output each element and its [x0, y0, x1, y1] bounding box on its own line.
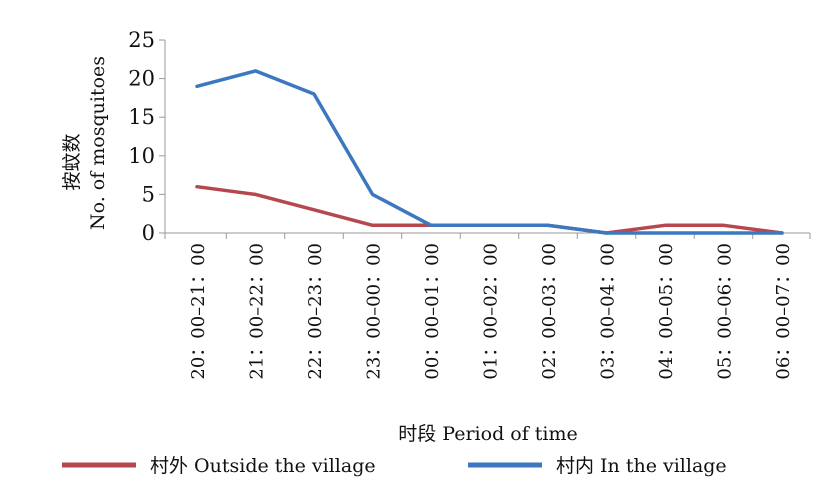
legend-label-1: 村内 In the village [556, 455, 727, 477]
axes [164, 40, 810, 234]
y-tick-label: 15 [128, 105, 155, 129]
legend: 村外 Outside the village 村内 In the village [62, 455, 727, 477]
series-lines [195, 69, 784, 235]
y-axis-label-cn: 按蚊数 [61, 133, 83, 190]
y-ticks: 0 5 10 15 20 25 [128, 28, 165, 245]
x-tick-label: 21：00–22：00 [247, 243, 268, 380]
x-tick-label: 01：00–02：00 [481, 243, 502, 380]
y-tick-label: 0 [142, 221, 155, 245]
y-tick-label: 20 [128, 67, 155, 91]
y-tick-label: 5 [142, 182, 155, 206]
x-tick-label: 06：00–07：00 [773, 243, 794, 380]
y-axis-label-en: No. of mosquitoes [87, 56, 109, 230]
x-tick-label: 23：00–00：00 [364, 243, 385, 380]
x-axis-label: 时段 Period of time [398, 423, 578, 445]
x-tick-label: 00：00–01：00 [422, 243, 443, 380]
x-tick-label: 02：00–03：00 [539, 243, 560, 380]
x-tick-label: 22：00–23：00 [305, 243, 326, 380]
series-line-1 [195, 69, 784, 235]
legend-label-0: 村外 Outside the village [150, 455, 376, 477]
x-tick-label: 03：00–04：00 [598, 243, 619, 380]
x-tick-label: 04：00–05：00 [656, 243, 677, 380]
x-tick-label: 20：00–21：00 [188, 243, 209, 380]
x-ticks: 20：00–21：00 21：00–22：00 22：00–23：00 23：00–0… [164, 233, 811, 380]
y-tick-label: 25 [128, 28, 155, 52]
y-tick-label: 10 [128, 144, 155, 168]
x-tick-label: 05：00–06：00 [715, 243, 736, 380]
